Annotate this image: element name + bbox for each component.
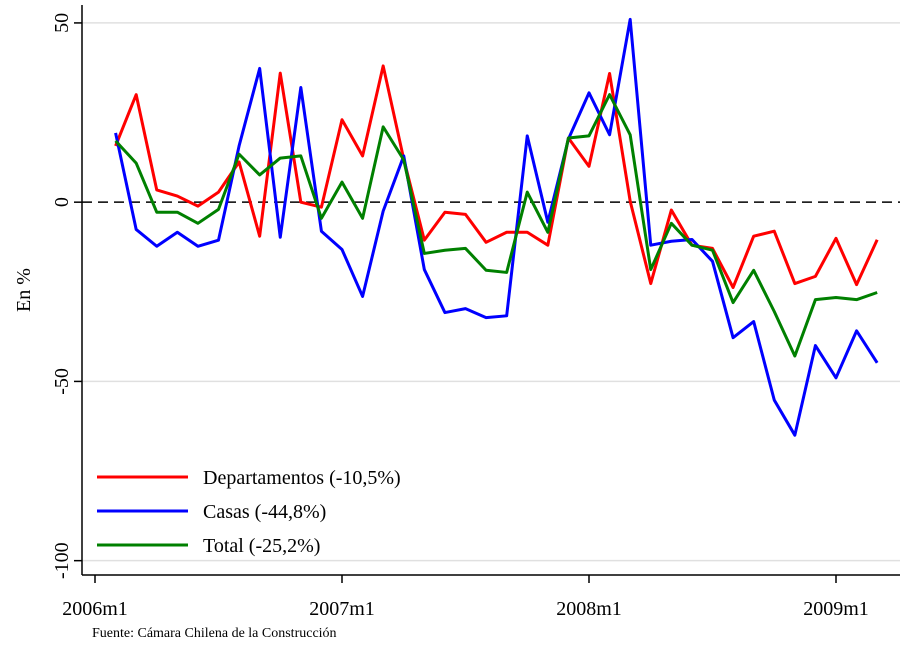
x-tick-label: 2008m1 <box>556 598 622 620</box>
y-axis-label: En % <box>13 268 35 312</box>
x-tick-label: 2009m1 <box>803 598 869 620</box>
legend-label: Total (-25,2%) <box>203 535 320 557</box>
legend-label: Casas (-44,8%) <box>203 501 326 523</box>
y-tick-label: 0 <box>51 197 73 207</box>
y-tick-label: 50 <box>51 13 73 33</box>
series-line <box>114 64 879 289</box>
y-tick-label: -50 <box>51 368 73 395</box>
x-tick-label: 2006m1 <box>62 598 128 620</box>
x-tick-label: 2007m1 <box>309 598 375 620</box>
series-line <box>114 17 879 437</box>
y-tick-label: -100 <box>51 542 73 579</box>
legend-label: Departamentos (-10,5%) <box>203 467 401 489</box>
source-note: Fuente: Cámara Chilena de la Construcció… <box>92 626 337 641</box>
series-line <box>114 93 878 358</box>
